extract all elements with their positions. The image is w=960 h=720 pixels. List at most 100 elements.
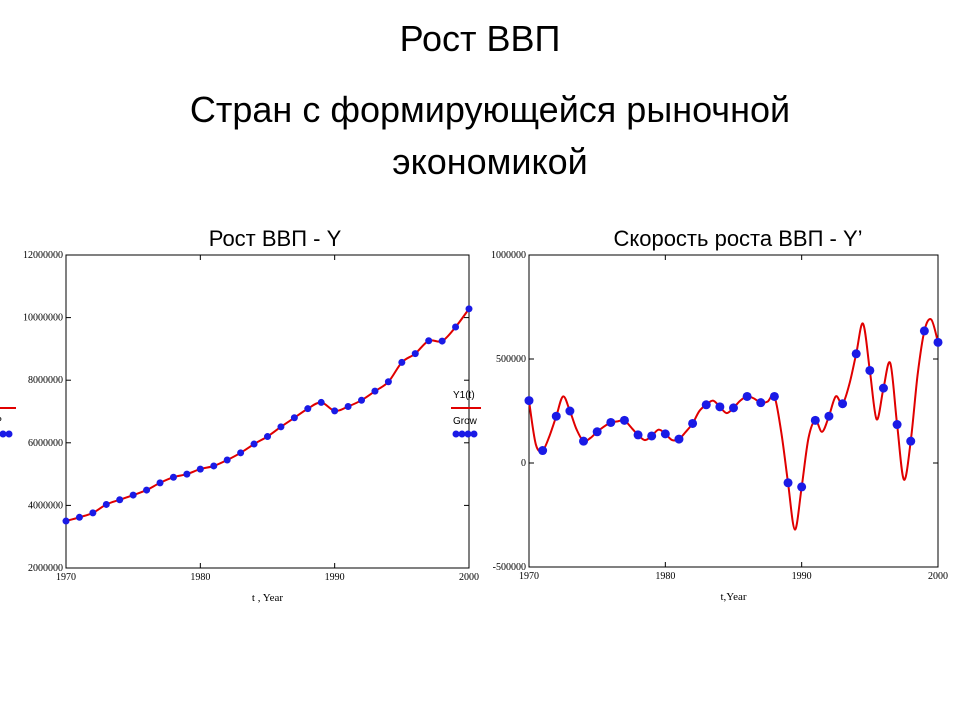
legend-point-swatch [0,430,7,438]
data-point [592,427,602,437]
data-point [156,479,164,487]
data-point [384,378,392,386]
data-point [102,500,110,508]
slide-subtitle: Стран с формирующейся рыночной экономико… [189,89,791,182]
data-point [742,391,752,401]
data-point [715,402,725,412]
y-tick-label: 10000000 [23,313,63,324]
legend-label: Grow [453,416,478,427]
data-point [865,365,875,375]
data-point [647,431,657,441]
data-point [223,456,231,464]
data-point [538,446,548,456]
data-point [619,415,629,425]
data-point [264,433,271,441]
data-point [398,358,406,366]
plot-frame [528,254,939,568]
legend-label: DP [0,416,2,427]
data-point [524,396,534,406]
data-point [331,407,339,415]
x-axis-label: t , Year [252,592,284,604]
x-tick-label: 2000 [459,572,479,583]
data-point [674,434,684,444]
data-point [277,423,285,431]
x-tick-label: 1990 [792,571,812,582]
data-point [290,414,298,422]
gdp-rate-chart: Скорость роста ВВП - Y’ -500000 0 500000 100… [451,226,948,603]
legend-point-swatch [470,430,478,438]
data-point [344,402,352,410]
y-tick-label: 8000000 [28,375,63,386]
data-point [358,396,366,404]
data-point [129,491,137,499]
data-point [878,383,888,393]
data-point [371,387,379,395]
legend-point-swatch [452,430,460,438]
data-point [75,513,83,521]
data-point [237,449,245,457]
data-point [906,436,916,446]
data-point [196,465,204,473]
y-tick-label: 500000 [496,354,526,365]
data-point [633,430,643,440]
y-tick-label: 4000000 [28,500,63,511]
data-point [183,470,191,478]
x-axis-label: t,Year [720,591,746,603]
data-point [838,399,848,409]
chart-title: Рост ВВП - Y [209,226,342,251]
data-point [551,411,561,421]
data-point [565,406,575,416]
data-point [425,337,433,345]
y-tick-label: 0 [521,458,526,469]
y-tick-label: 12000000 [23,250,63,261]
data-point [452,323,460,331]
data-point [797,482,807,492]
data-point [210,462,218,470]
x-tick-label: 1980 [655,571,675,582]
data-point [660,429,670,439]
legend-point-swatch [5,430,13,438]
legend-label: Y1(t) [453,390,475,401]
data-point [756,398,766,408]
data-point [769,391,779,401]
y-tick-label: 1000000 [491,250,526,261]
chart-title: Скорость роста ВВП - Y’ [613,226,862,251]
data-point [933,337,943,347]
data-point [810,415,820,425]
x-tick-label: 1970 [519,571,539,582]
data-point [783,478,793,488]
data-point [116,496,124,504]
legend-point-swatch [458,430,466,438]
data-point [304,405,312,413]
data-point [411,350,419,358]
y-tick-label: 2000000 [28,563,63,574]
series-line [528,318,939,531]
data-point [701,400,711,410]
data-point [62,517,70,525]
data-point [169,473,177,481]
plot-frame [65,254,470,569]
y-tick-label: -500000 [493,562,526,573]
legend-point-swatch [464,430,472,438]
data-point [729,403,738,413]
data-point [851,349,861,359]
slide-title: Рост ВВП [399,18,561,59]
x-tick-label: 1970 [56,572,76,583]
x-tick-label: 2000 [928,571,948,582]
data-point [892,420,902,430]
y-tick-label: 6000000 [28,438,63,449]
data-point [606,417,616,427]
x-tick-label: 1980 [190,572,210,583]
data-point [919,326,929,336]
x-tick-label: 1990 [325,572,345,583]
data-point [824,411,834,421]
data-point [317,398,325,406]
data-point [143,486,151,494]
data-point [250,440,258,448]
data-point [688,418,698,428]
gdp-chart: Рост ВВП - Y 2000000 4000000 6000000 8000000… [0,226,479,604]
data-point [579,436,589,446]
data-point [438,337,446,345]
data-point [465,305,473,313]
data-point [89,509,97,517]
